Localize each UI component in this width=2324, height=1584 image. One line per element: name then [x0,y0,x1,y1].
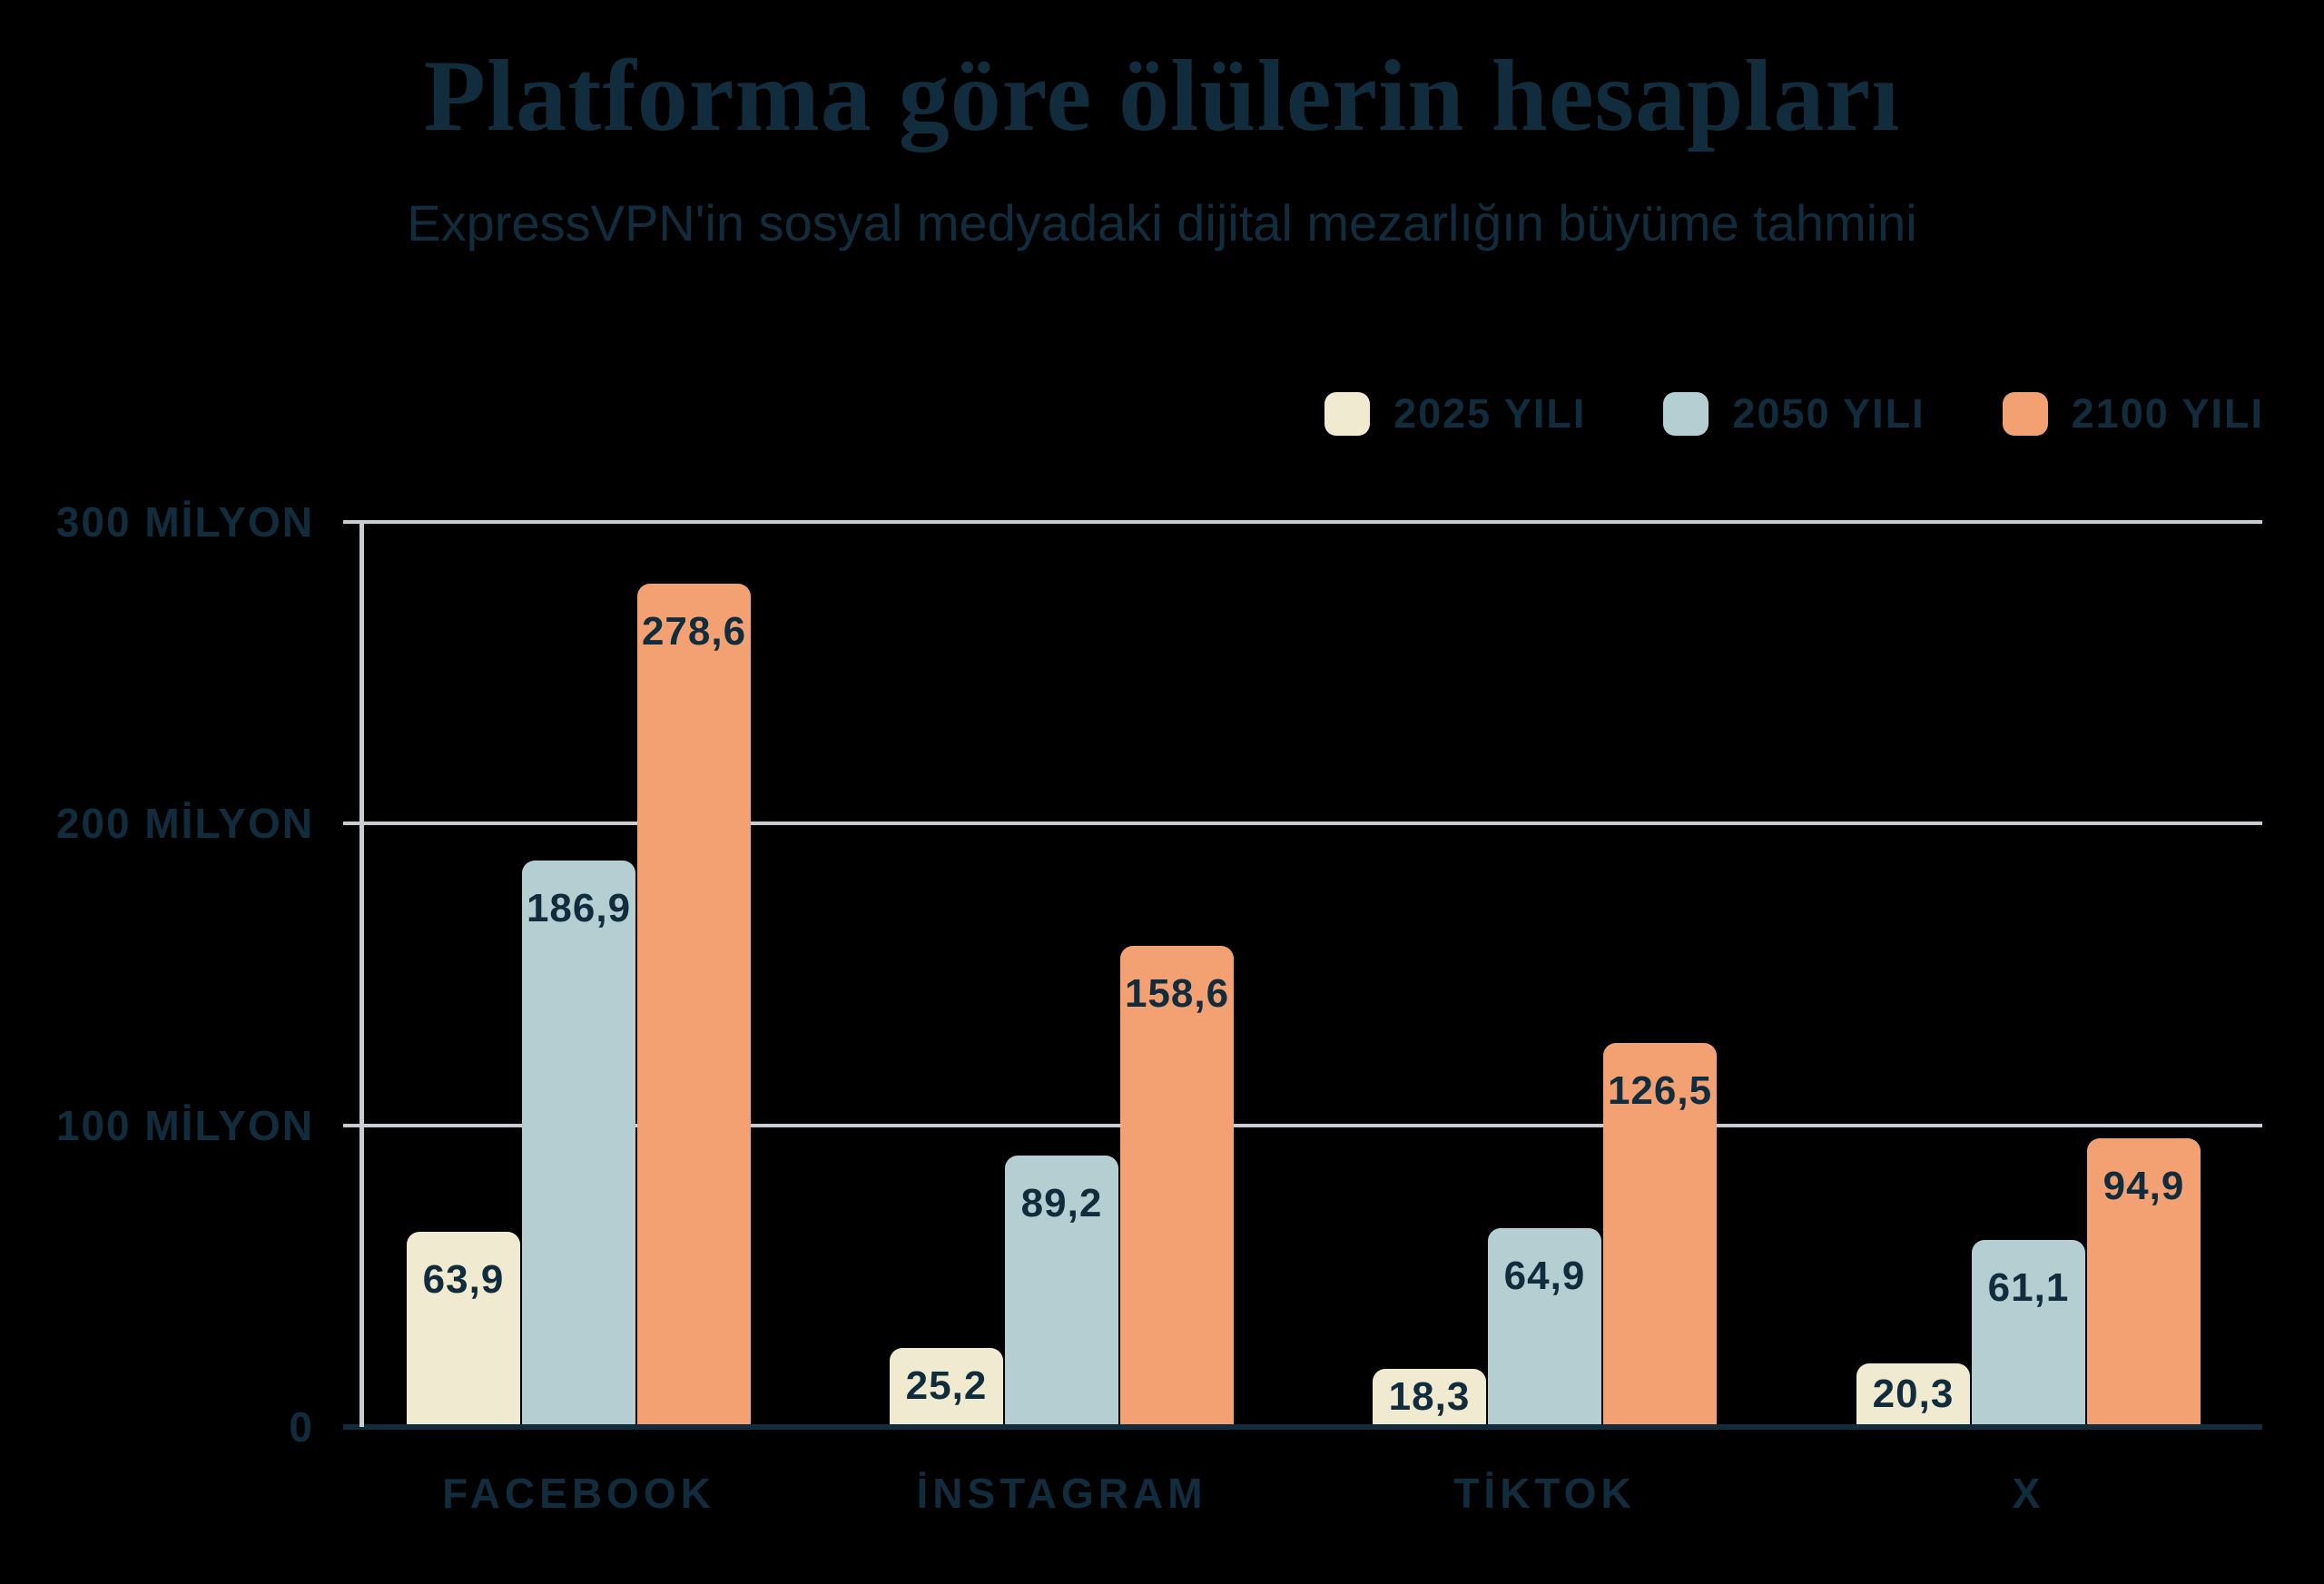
x-axis-label-ti̇ktok: TİKTOK [1453,1470,1636,1517]
legend-item-2100: 2100 YILI [2002,390,2264,438]
x-axis-baseline [343,1424,2262,1430]
legend-swatch-icon [2002,392,2048,436]
bar-x-2100: 94,9 [2087,1138,2201,1424]
bar-ti̇ktok-2025: 18,3 [1373,1369,1486,1424]
bar-i̇nstagram-2100: 158,6 [1120,946,1234,1424]
y-axis-line [359,522,364,1427]
legend-label: 2100 YILI [2071,390,2264,437]
bar-value-label: 20,3 [1872,1371,1955,1416]
bar-value-label: 64,9 [1503,1254,1586,1298]
chart-subtitle: ExpressVPN'in sosyal medyadaki dijital m… [407,194,1917,251]
legend-swatch-icon [1324,392,1371,436]
bar-group-ti̇ktok: 18,3 64,9 126,5 [1373,1043,1717,1424]
legend: 2025 YILI 2050 YILI 2100 YILI [1324,390,2264,438]
bar-i̇nstagram-2025: 25,2 [890,1348,1003,1424]
bar-value-label: 18,3 [1388,1373,1471,1419]
bar-value-label: 186,9 [526,886,632,930]
legend-label: 2050 YILI [1732,390,1925,437]
bar-value-label: 61,1 [1987,1265,2070,1310]
y-axis-tick-label: 100 MİLYON [55,1101,314,1149]
bar-x-2050: 61,1 [1972,1240,2085,1424]
bar-i̇nstagram-2050: 89,2 [1005,1156,1118,1424]
bar-ti̇ktok-2050: 64,9 [1488,1228,1601,1424]
bar-group-i̇nstagram: 25,2 89,2 158,6 [890,946,1234,1424]
bar-value-label: 25,2 [905,1363,988,1408]
bar-facebook-2100: 278,6 [637,584,751,1424]
x-axis-label-facebook: FACEBOOK [442,1470,715,1517]
x-axis-label-x: X [2012,1470,2045,1517]
bar-x-2025: 20,3 [1856,1363,1970,1424]
bar-facebook-2050: 186,9 [522,861,635,1424]
bar-facebook-2025: 63,9 [407,1232,520,1424]
bar-value-label: 158,6 [1124,971,1230,1016]
bar-value-label: 278,6 [641,609,747,654]
bar-group-facebook: 63,9 186,9 278,6 [407,584,751,1424]
bar-value-label: 89,2 [1020,1181,1103,1225]
legend-item-2050: 2050 YILI [1663,390,1925,438]
y-axis-tick-label: 0 [289,1403,314,1451]
bar-value-label: 126,5 [1607,1068,1713,1113]
gridline [343,822,2262,826]
legend-swatch-icon [1663,392,1709,436]
y-axis-tick-label: 300 MİLYON [55,498,314,546]
gridline [343,520,2262,524]
bar-value-label: 94,9 [2102,1164,2185,1208]
bar-group-x: 20,3 61,1 94,9 [1856,1138,2201,1424]
legend-item-2025: 2025 YILI [1324,390,1586,438]
legend-label: 2025 YILI [1393,390,1587,437]
x-axis-label-i̇nstagram: İNSTAGRAM [916,1470,1207,1517]
bar-ti̇ktok-2100: 126,5 [1603,1043,1717,1424]
chart-title: Platforma göre ölülerin hesapları [423,40,1901,152]
gridline [343,1123,2262,1127]
y-axis-tick-label: 200 MİLYON [55,800,314,848]
bar-value-label: 63,9 [422,1257,505,1302]
